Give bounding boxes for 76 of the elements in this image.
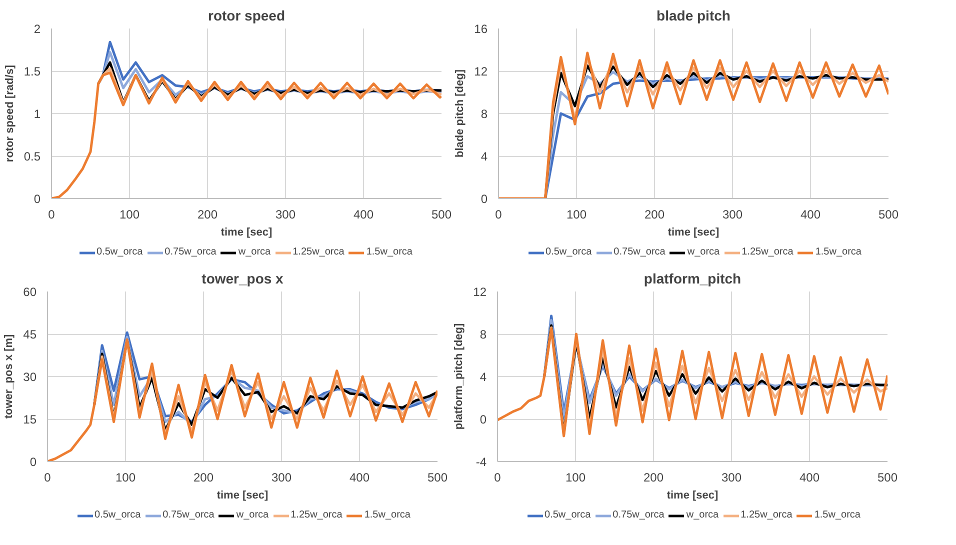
legend-label: w_orca — [236, 510, 269, 520]
legend-label: 1.25w_orca — [740, 510, 792, 520]
y-tick-label: 4 — [480, 150, 488, 164]
legend-label: 0.5w_orca — [546, 246, 592, 258]
legend-label: 1.5w_orca — [364, 510, 410, 520]
legend-label: 0.5w_orca — [96, 246, 143, 258]
x-tick-label: 500 — [427, 470, 448, 484]
x-tick-label: 500 — [878, 208, 899, 222]
y-tick-label: 15 — [23, 412, 37, 426]
x-tick-label: 200 — [193, 470, 214, 484]
y-tick-label: 60 — [23, 285, 37, 299]
legend-label: 1.5w_orca — [814, 510, 860, 520]
y-tick-label: 0 — [30, 455, 37, 469]
legend-label: w_orca — [687, 246, 720, 258]
y-tick-label: 45 — [23, 328, 37, 342]
legend-label: w_orca — [238, 246, 271, 258]
y-tick-label: 8 — [480, 107, 488, 121]
y-tick-label: 0 — [34, 192, 41, 206]
y-axis-title: rotor speed [rad/s] — [4, 64, 16, 162]
x-tick-label: 0 — [495, 208, 502, 222]
x-tick-label: 400 — [349, 470, 370, 484]
y-axis-title: blade pitch [deg] — [454, 69, 466, 158]
x-axis-title: time [sec] — [666, 490, 719, 502]
x-tick-label: 300 — [275, 208, 296, 222]
y-tick-label: 16 — [474, 22, 488, 36]
y-tick-label: 0.5 — [24, 150, 41, 164]
x-axis-title: time [sec] — [668, 226, 720, 238]
legend-label: 1.25w_orca — [742, 246, 794, 258]
y-tick-label: 8 — [480, 328, 487, 342]
legend-label: 0.75w_orca — [164, 246, 216, 258]
x-tick-label: 0 — [44, 470, 52, 484]
legend-label: w_orca — [686, 510, 719, 520]
legend-label: 0.5w_orca — [94, 510, 141, 520]
x-tick-label: 400 — [353, 208, 374, 222]
y-tick-label: 4 — [480, 370, 487, 384]
x-tick-label: 500 — [431, 208, 452, 222]
legend-label: 0.5w_orca — [544, 510, 591, 520]
x-tick-label: 200 — [643, 470, 664, 484]
y-axis-title: platform_pitch [deg] — [453, 322, 466, 430]
x-axis-title: time [sec] — [216, 490, 269, 502]
y-tick-label: 2 — [34, 22, 41, 36]
x-tick-label: 100 — [566, 208, 587, 222]
y-tick-label: 30 — [23, 370, 37, 384]
chart-title: platform_pitch — [644, 270, 742, 286]
y-axis-title: tower_pos x [m] — [3, 334, 16, 419]
legend-label: 1.25w_orca — [290, 510, 342, 520]
x-tick-label: 100 — [115, 470, 136, 484]
chart-title: tower_pos x — [202, 270, 284, 286]
y-tick-label: 1.5 — [24, 64, 41, 78]
legend-label: 1.5w_orca — [815, 246, 862, 258]
x-tick-label: 100 — [565, 470, 586, 484]
y-tick-label: 0 — [480, 192, 488, 206]
x-tick-label: 200 — [197, 208, 218, 222]
chart-title: blade pitch — [656, 8, 730, 24]
x-tick-label: 500 — [877, 470, 898, 484]
y-tick-label: 0 — [480, 412, 487, 426]
y-tick-label: 1 — [34, 107, 41, 121]
x-tick-label: 300 — [271, 470, 292, 484]
x-tick-label: 200 — [644, 208, 665, 222]
legend-label: 0.75w_orca — [162, 510, 214, 520]
legend-label: 1.5w_orca — [366, 246, 412, 258]
x-tick-label: 400 — [799, 470, 820, 484]
x-tick-label: 0 — [48, 208, 56, 222]
legend-label: 0.75w_orca — [612, 510, 664, 520]
y-tick-label: -4 — [476, 455, 487, 469]
chart-title: rotor speed — [208, 8, 286, 24]
x-tick-label: 100 — [119, 208, 140, 222]
legend-label: 0.75w_orca — [614, 246, 666, 258]
x-tick-label: 300 — [722, 208, 743, 222]
x-axis-title: time [sec] — [220, 226, 273, 238]
legend-label: 1.25w_orca — [292, 246, 344, 258]
y-tick-label: 12 — [474, 64, 488, 78]
x-tick-label: 400 — [800, 208, 821, 222]
x-tick-label: 0 — [494, 470, 502, 484]
x-tick-label: 300 — [721, 470, 742, 484]
y-tick-label: 12 — [473, 285, 487, 299]
